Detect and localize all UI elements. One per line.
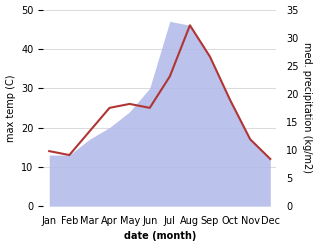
- X-axis label: date (month): date (month): [124, 231, 196, 242]
- Y-axis label: med. precipitation (kg/m2): med. precipitation (kg/m2): [302, 42, 313, 173]
- Y-axis label: max temp (C): max temp (C): [5, 74, 16, 142]
